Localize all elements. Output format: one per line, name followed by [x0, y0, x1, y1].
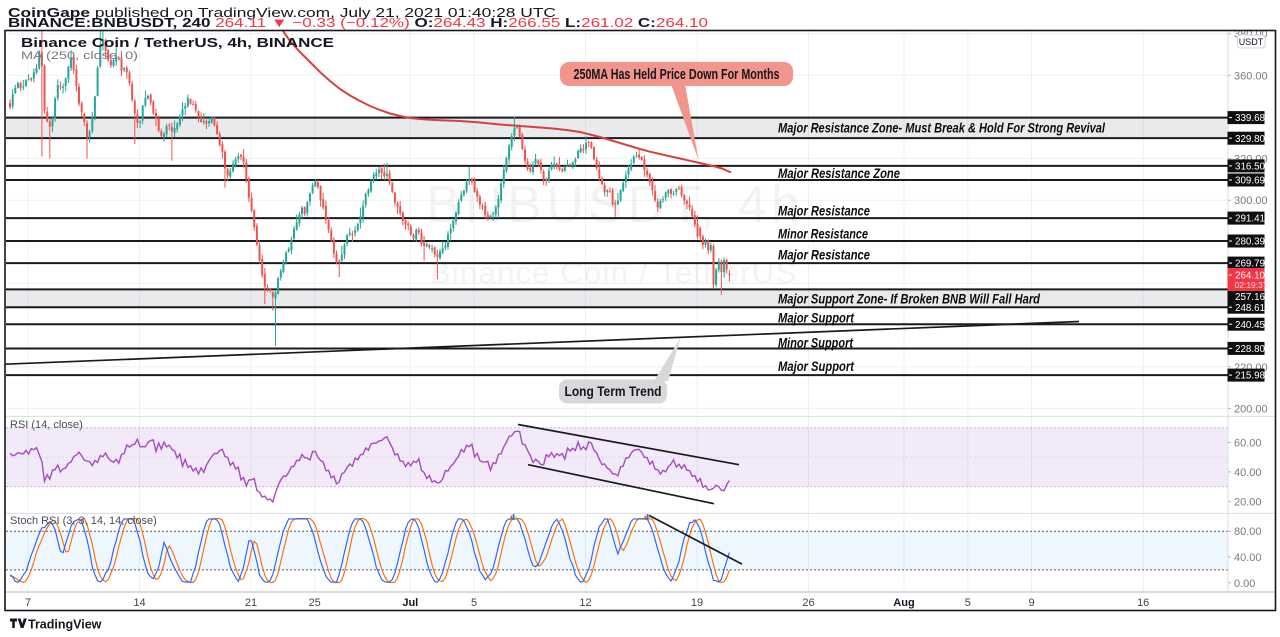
svg-text:02:19:37: 02:19:37	[1235, 280, 1268, 290]
svg-text:RSI (14, close): RSI (14, close)	[10, 419, 83, 431]
svg-text:5: 5	[471, 597, 477, 609]
svg-text:257.16: 257.16	[1235, 292, 1266, 303]
svg-text:5: 5	[965, 597, 971, 609]
svg-text:248.61: 248.61	[1235, 303, 1265, 314]
svg-text:40.00: 40.00	[1234, 552, 1262, 564]
svg-text:26: 26	[802, 597, 814, 609]
svg-text:80.00: 80.00	[1234, 526, 1262, 538]
svg-text:Major Support: Major Support	[778, 358, 855, 374]
svg-text:7: 7	[25, 597, 31, 609]
svg-text:Major Support: Major Support	[778, 309, 855, 325]
svg-text:60.00: 60.00	[1234, 438, 1262, 450]
svg-text:TradingView: TradingView	[28, 618, 102, 632]
svg-text:25: 25	[309, 597, 321, 609]
svg-text:Major Resistance Zone: Major Resistance Zone	[778, 165, 900, 181]
svg-text:Long Term Trend: Long Term Trend	[565, 383, 662, 399]
svg-text:Major Support Zone- If Broken: Major Support Zone- If Broken BNB Will F…	[778, 290, 1040, 306]
svg-text:9: 9	[1028, 597, 1034, 609]
svg-text:14: 14	[133, 597, 145, 609]
svg-text:Minor Support: Minor Support	[778, 334, 854, 350]
svg-text:360.00: 360.00	[1234, 70, 1268, 82]
svg-text:250MA Has Held Price Down For: 250MA Has Held Price Down For Months	[574, 67, 780, 83]
svg-text:CoinGape published on TradingV: CoinGape published on TradingView.com, J…	[8, 5, 556, 20]
svg-text:215.98: 215.98	[1235, 371, 1266, 382]
svg-text:200.00: 200.00	[1234, 403, 1268, 415]
svg-text:264.10: 264.10	[1235, 271, 1266, 282]
svg-text:280.39: 280.39	[1235, 237, 1265, 248]
svg-text:269.79: 269.79	[1235, 259, 1265, 270]
svg-text:Jul: Jul	[402, 597, 418, 609]
svg-text:21: 21	[245, 597, 257, 609]
svg-text:Major Resistance Zone- Must Br: Major Resistance Zone- Must Break & Hold…	[778, 120, 1106, 136]
svg-text:12: 12	[579, 597, 591, 609]
svg-text:Major Resistance: Major Resistance	[778, 202, 870, 218]
svg-text:Minor Resistance: Minor Resistance	[778, 225, 868, 241]
svg-text:BINANCE:BNBUSDT, 240 264.11 ▼: BINANCE:BNBUSDT, 240 264.11 ▼ −0.33 (−0.…	[8, 15, 708, 30]
svg-text:0.00: 0.00	[1234, 578, 1255, 590]
svg-text:USDT: USDT	[1239, 37, 1264, 47]
svg-text:339.68: 339.68	[1235, 113, 1266, 124]
svg-text:Binance Coin / TetherUS: Binance Coin / TetherUS	[430, 255, 796, 290]
svg-text:20.00: 20.00	[1234, 496, 1262, 508]
svg-text:40.00: 40.00	[1234, 467, 1262, 479]
svg-text:16: 16	[1137, 597, 1149, 609]
svg-text:309.69: 309.69	[1235, 176, 1265, 187]
svg-text:Stoch RSI (3, 3, 14, 14, close: Stoch RSI (3, 3, 14, 14, close)	[10, 515, 157, 527]
svg-text:291.41: 291.41	[1235, 214, 1265, 225]
svg-text:Major Resistance: Major Resistance	[778, 246, 870, 262]
svg-text:240.45: 240.45	[1235, 320, 1266, 331]
svg-text:228.80: 228.80	[1235, 344, 1266, 355]
svg-text:316.50: 316.50	[1235, 162, 1266, 173]
svg-text:329.80: 329.80	[1235, 134, 1266, 145]
svg-text:Aug: Aug	[893, 597, 914, 609]
svg-text:19: 19	[691, 597, 703, 609]
svg-text:300.00: 300.00	[1234, 195, 1268, 207]
svg-text:MA (250, close, 0): MA (250, close, 0)	[21, 50, 138, 62]
svg-text:Binance Coin / TetherUS, 4h, B: Binance Coin / TetherUS, 4h, BINANCE	[21, 36, 334, 50]
